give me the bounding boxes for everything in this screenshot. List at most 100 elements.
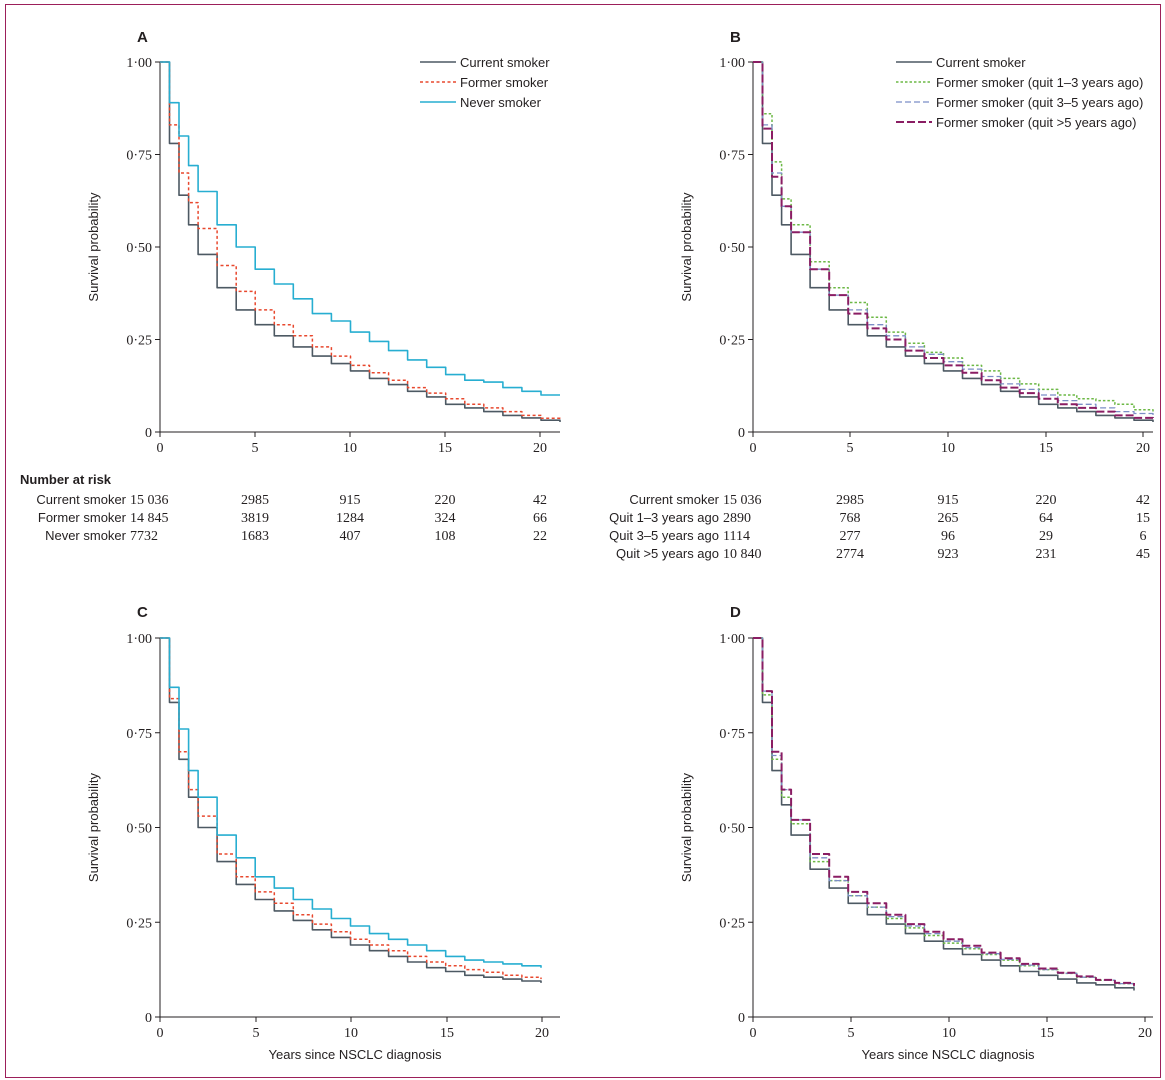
series-line-former <box>160 637 542 980</box>
risk-table-title: Number at risk <box>20 472 112 487</box>
x-tick-label: 10 <box>344 1026 358 1041</box>
series-line-current <box>160 61 561 422</box>
x-tick-label: 10 <box>343 441 357 456</box>
panel-letter: D <box>730 604 741 621</box>
y-axis-label: Survival probability <box>86 192 101 302</box>
panel-c: C 0 0·25 0·50 0·75 1·00 0 5 10 15 20 Survival proba… <box>86 604 560 1062</box>
legend-label-former: Former smoker <box>460 75 549 90</box>
legend-label-current: Current smoker <box>936 55 1026 70</box>
risk-value: 768 <box>840 511 861 526</box>
series-line-current <box>160 637 542 983</box>
risk-value: 10 840 <box>723 547 762 562</box>
series-line-quit5 <box>753 61 1154 421</box>
panel-letter: C <box>137 604 148 621</box>
legend-label-quit35: Former smoker (quit 3–5 years ago) <box>936 95 1143 110</box>
risk-value: 2890 <box>723 511 751 526</box>
x-axis-label: Years since NSCLC diagnosis <box>862 1047 1035 1062</box>
figure-frame <box>5 4 1161 1078</box>
x-tick-label: 15 <box>1039 441 1053 456</box>
y-tick-label: 0 <box>145 1011 152 1026</box>
risk-value: 923 <box>938 547 959 562</box>
risk-value: 2985 <box>241 493 269 508</box>
risk-value: 2985 <box>836 493 864 508</box>
x-tick-label: 20 <box>1136 441 1150 456</box>
x-tick-label: 20 <box>533 441 547 456</box>
risk-value: 15 036 <box>723 493 762 508</box>
risk-value: 220 <box>435 493 456 508</box>
y-axis-label: Survival probability <box>679 772 694 882</box>
risk-value: 6 <box>1140 529 1147 544</box>
x-tick-label: 5 <box>847 441 854 456</box>
risk-row-label: Quit 3–5 years ago <box>609 528 719 543</box>
risk-value: 1284 <box>336 511 364 526</box>
risk-value: 277 <box>840 529 861 544</box>
y-tick-label: 1·00 <box>126 56 152 71</box>
y-tick-label: 0·75 <box>126 727 152 742</box>
risk-value: 108 <box>435 529 456 544</box>
risk-value: 231 <box>1036 547 1057 562</box>
x-tick-label: 10 <box>942 1026 956 1041</box>
y-tick-label: 0·25 <box>719 334 745 349</box>
risk-value: 14 845 <box>130 511 169 526</box>
x-tick-label: 0 <box>750 441 757 456</box>
y-tick-label: 0·75 <box>126 149 152 164</box>
x-tick-label: 0 <box>750 1026 757 1041</box>
series-line-never <box>160 637 542 968</box>
risk-value: 324 <box>435 511 456 526</box>
x-tick-label: 15 <box>440 1026 454 1041</box>
risk-value: 3819 <box>241 511 269 526</box>
y-tick-label: 0·50 <box>126 241 152 256</box>
panel-b: B 0 0·25 0·50 0·75 1·00 0 5 10 15 20 Survival proba… <box>609 29 1154 562</box>
y-tick-label: 0·50 <box>719 241 745 256</box>
y-tick-label: 0·75 <box>719 149 745 164</box>
risk-value: 1683 <box>241 529 269 544</box>
series-line-current <box>753 61 1154 422</box>
risk-value: 15 <box>1136 511 1150 526</box>
risk-value: 407 <box>340 529 361 544</box>
x-tick-label: 0 <box>157 1026 164 1041</box>
risk-row-label: Current smoker <box>36 492 126 507</box>
y-tick-label: 1·00 <box>126 632 152 647</box>
risk-value: 2774 <box>836 547 864 562</box>
risk-row-label: Former smoker <box>38 510 127 525</box>
risk-row-label: Never smoker <box>45 528 127 543</box>
legend-label-never: Never smoker <box>460 95 542 110</box>
risk-row-label: Quit >5 years ago <box>616 546 719 561</box>
x-tick-label: 15 <box>1040 1026 1054 1041</box>
legend-label-quit13: Former smoker (quit 1–3 years ago) <box>936 75 1143 90</box>
x-axis-label: Years since NSCLC diagnosis <box>269 1047 442 1062</box>
y-tick-label: 0 <box>145 426 152 441</box>
risk-value: 29 <box>1039 529 1053 544</box>
x-tick-label: 20 <box>1138 1026 1152 1041</box>
y-tick-label: 1·00 <box>719 632 745 647</box>
risk-row-label: Current smoker <box>629 492 719 507</box>
y-tick-label: 1·00 <box>719 56 745 71</box>
y-axis-label: Survival probability <box>679 192 694 302</box>
panel-a: A 0 0·25 0·50 0·75 1·00 0 5 10 15 20 Survival proba… <box>20 29 561 544</box>
risk-row-label: Quit 1–3 years ago <box>609 510 719 525</box>
legend-label-current: Current smoker <box>460 55 550 70</box>
risk-value: 7732 <box>130 529 158 544</box>
x-tick-label: 5 <box>848 1026 855 1041</box>
panel-letter: B <box>730 29 741 46</box>
risk-value: 64 <box>1039 511 1053 526</box>
risk-value: 265 <box>938 511 959 526</box>
y-tick-label: 0·25 <box>126 916 152 931</box>
y-tick-label: 0·25 <box>719 916 745 931</box>
y-tick-label: 0 <box>738 426 745 441</box>
panel-d: D 0 0·25 0·50 0·75 1·00 0 5 10 15 20 Survival proba… <box>679 604 1153 1062</box>
x-tick-label: 20 <box>535 1026 549 1041</box>
x-tick-label: 10 <box>941 441 955 456</box>
risk-value: 96 <box>941 529 955 544</box>
risk-value: 42 <box>533 493 547 508</box>
series-line-former <box>160 61 561 421</box>
risk-value: 1114 <box>723 529 750 544</box>
panel-letter: A <box>137 29 148 46</box>
series-line-quit5 <box>753 637 1135 986</box>
y-tick-label: 0·50 <box>126 822 152 837</box>
risk-value: 42 <box>1136 493 1150 508</box>
risk-value: 45 <box>1136 547 1150 562</box>
series-line-quit13 <box>753 61 1154 414</box>
risk-value: 22 <box>533 529 547 544</box>
x-tick-label: 15 <box>438 441 452 456</box>
